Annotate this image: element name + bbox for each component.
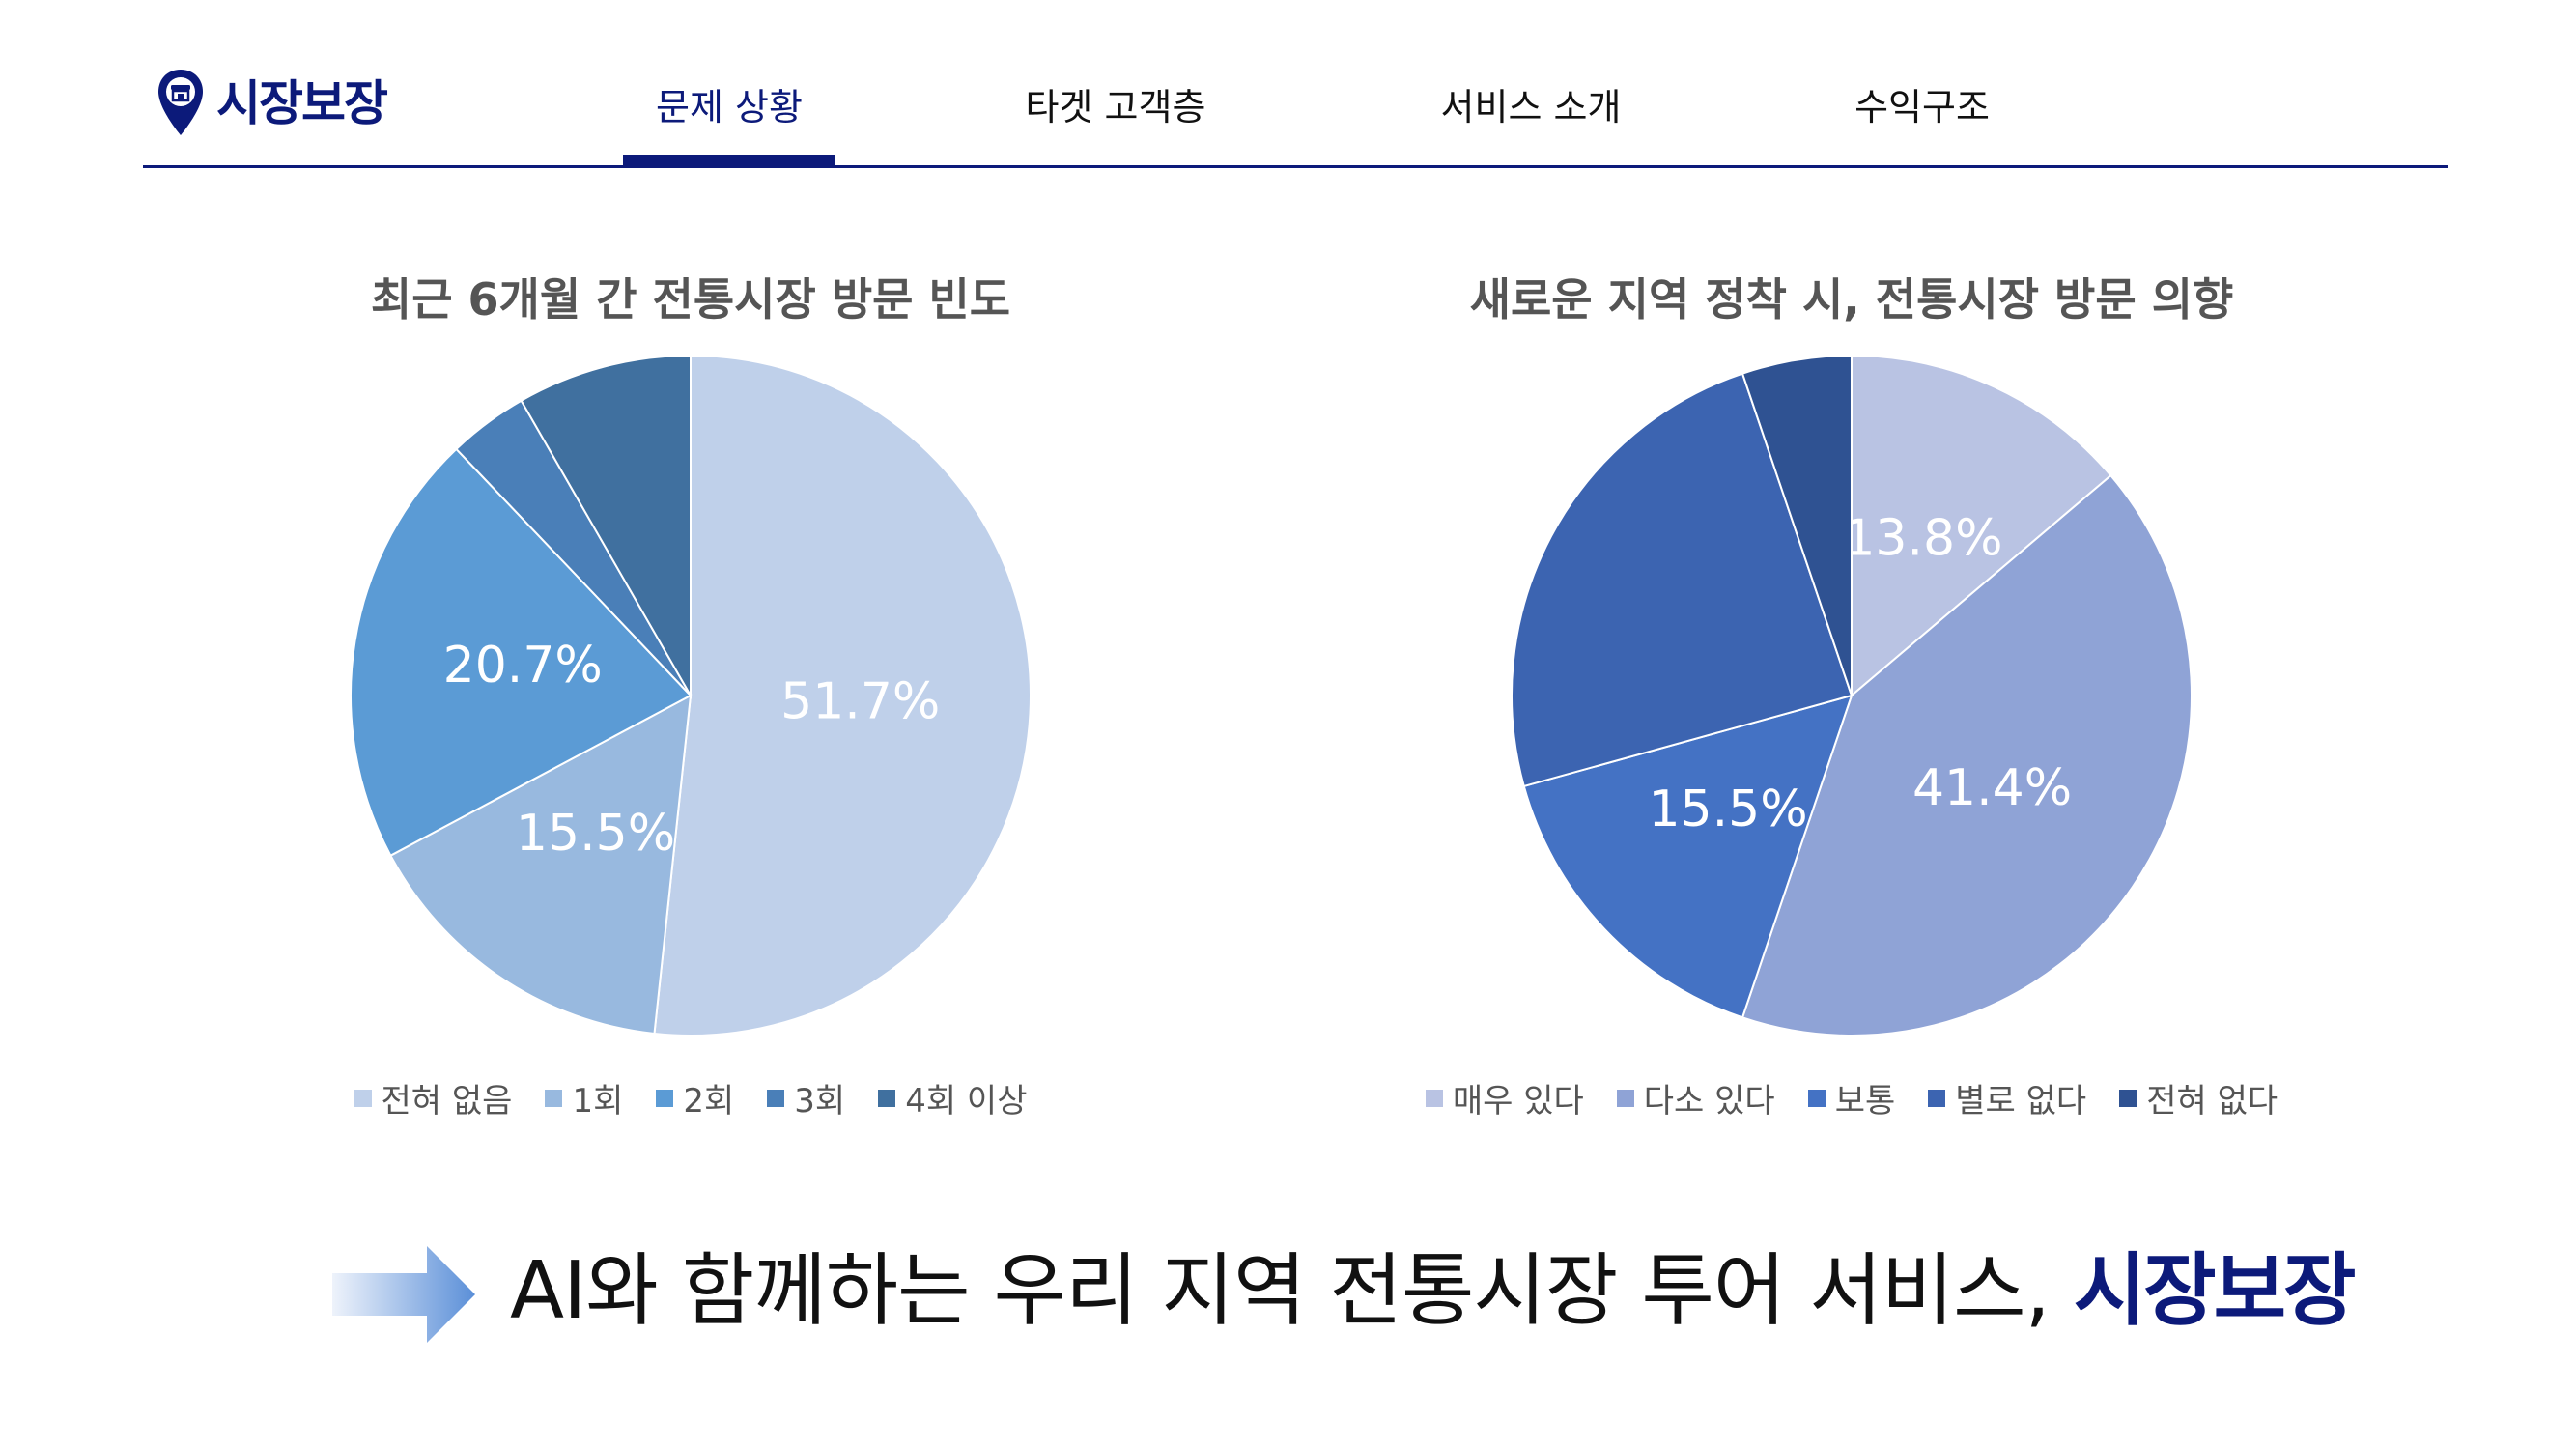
pie-slice-4	[1511, 372, 1854, 788]
legend-label: 전혀 없다	[2146, 1082, 2279, 1121]
tagline-text: AI와 함께하는 우리 지역 전통시장 투어 서비스,	[510, 1245, 2074, 1337]
chart-title: 최근 6개월 간 전통시장 방문 빈도	[370, 273, 1011, 326]
legend-swatch	[1928, 1089, 1946, 1107]
tab-problem[interactable]: 문제 상황	[656, 86, 803, 128]
legend-item: 4회 이상	[878, 1074, 1027, 1122]
active-tab-indicator	[623, 155, 835, 166]
legend-label: 다소 있다	[1643, 1082, 1775, 1121]
tagline: AI와 함께하는 우리 지역 전통시장 투어 서비스, 시장보장	[510, 1238, 2357, 1345]
tab-target-customers[interactable]: 타겟 고객층	[1025, 86, 1206, 128]
chart-visit-frequency: 최근 6개월 간 전통시장 방문 빈도 51.7% 15.5% 20.7% 전혀 없…	[159, 261, 1222, 1150]
legend-visit-intention: 매우 있다 다소 있다 보통 별로 없다 전혀 없다	[1320, 1074, 2383, 1122]
pie-slice-5	[1741, 357, 1853, 696]
legend-item: 2회	[656, 1074, 734, 1122]
legend-item: 3회	[767, 1074, 845, 1122]
data-label: 20.7%	[443, 637, 603, 695]
legend-label: 3회	[794, 1082, 846, 1121]
legend-item: 매우 있다	[1425, 1074, 1584, 1122]
tab-service-intro[interactable]: 서비스 소개	[1440, 86, 1622, 128]
legend-item: 전혀 없다	[2119, 1074, 2278, 1122]
legend-item: 보통	[1807, 1074, 1896, 1122]
legend-label: 매우 있다	[1452, 1082, 1584, 1121]
pie-slice-2	[389, 694, 693, 1036]
data-label: 41.4%	[1912, 759, 2072, 817]
legend-swatch	[354, 1089, 372, 1107]
data-label: 13.8%	[1843, 509, 2002, 567]
legend-swatch	[1425, 1089, 1443, 1107]
legend-swatch	[2119, 1089, 2137, 1107]
legend-label: 전혀 없음	[381, 1082, 513, 1121]
pie-slice-3	[350, 447, 693, 858]
brand-name: 시장보장	[216, 75, 388, 131]
legend-swatch	[1616, 1089, 1634, 1107]
arrow-right-icon	[332, 1246, 475, 1343]
legend-visit-frequency: 전혀 없음 1회 2회 3회 4회 이상	[159, 1074, 1222, 1122]
logo[interactable]: 시장보장	[156, 68, 388, 139]
legend-item: 다소 있다	[1616, 1074, 1775, 1122]
legend-item: 전혀 없음	[354, 1074, 513, 1122]
legend-label: 2회	[683, 1082, 735, 1121]
legend-item: 별로 없다	[1928, 1074, 2086, 1122]
legend-item: 1회	[545, 1074, 623, 1122]
legend-swatch	[878, 1089, 896, 1107]
legend-label: 1회	[572, 1082, 624, 1121]
legend-label: 별로 없다	[1955, 1082, 2087, 1121]
header: 시장보장 문제 상황 타겟 고객층 서비스 소개 수익구조	[0, 0, 2576, 170]
legend-swatch	[767, 1089, 785, 1107]
legend-swatch	[545, 1089, 563, 1107]
chart-visit-intention: 새로운 지역 정착 시, 전통시장 방문 의향 13.8% 41.4% 15.5% …	[1320, 261, 2383, 1150]
data-label: 15.5%	[1648, 781, 1807, 838]
pie-slice-3	[1522, 694, 1854, 1019]
pie-slice-2	[1741, 473, 2194, 1037]
header-divider	[143, 165, 2448, 168]
legend-label: 보통	[1834, 1082, 1896, 1121]
map-pin-store-icon	[158, 70, 203, 135]
legend-swatch	[656, 1089, 674, 1107]
pie-chart-visit-intention: 13.8% 41.4% 15.5%	[1511, 357, 2194, 1037]
data-label: 15.5%	[516, 805, 675, 863]
pie-slice-5	[520, 357, 692, 699]
legend-swatch	[1807, 1089, 1826, 1107]
pie-chart-visit-frequency: 51.7% 15.5% 20.7%	[350, 357, 1032, 1037]
chart-title: 새로운 지역 정착 시, 전통시장 방문 의향	[1469, 273, 2234, 326]
tab-revenue-model[interactable]: 수익구조	[1854, 86, 1990, 128]
legend-label: 4회 이상	[905, 1082, 1028, 1121]
tagline-brand: 시장보장	[2073, 1245, 2357, 1337]
pie-slice-1	[653, 357, 1032, 1037]
data-label: 51.7%	[780, 672, 940, 730]
pie-slice-1	[1851, 357, 2112, 698]
